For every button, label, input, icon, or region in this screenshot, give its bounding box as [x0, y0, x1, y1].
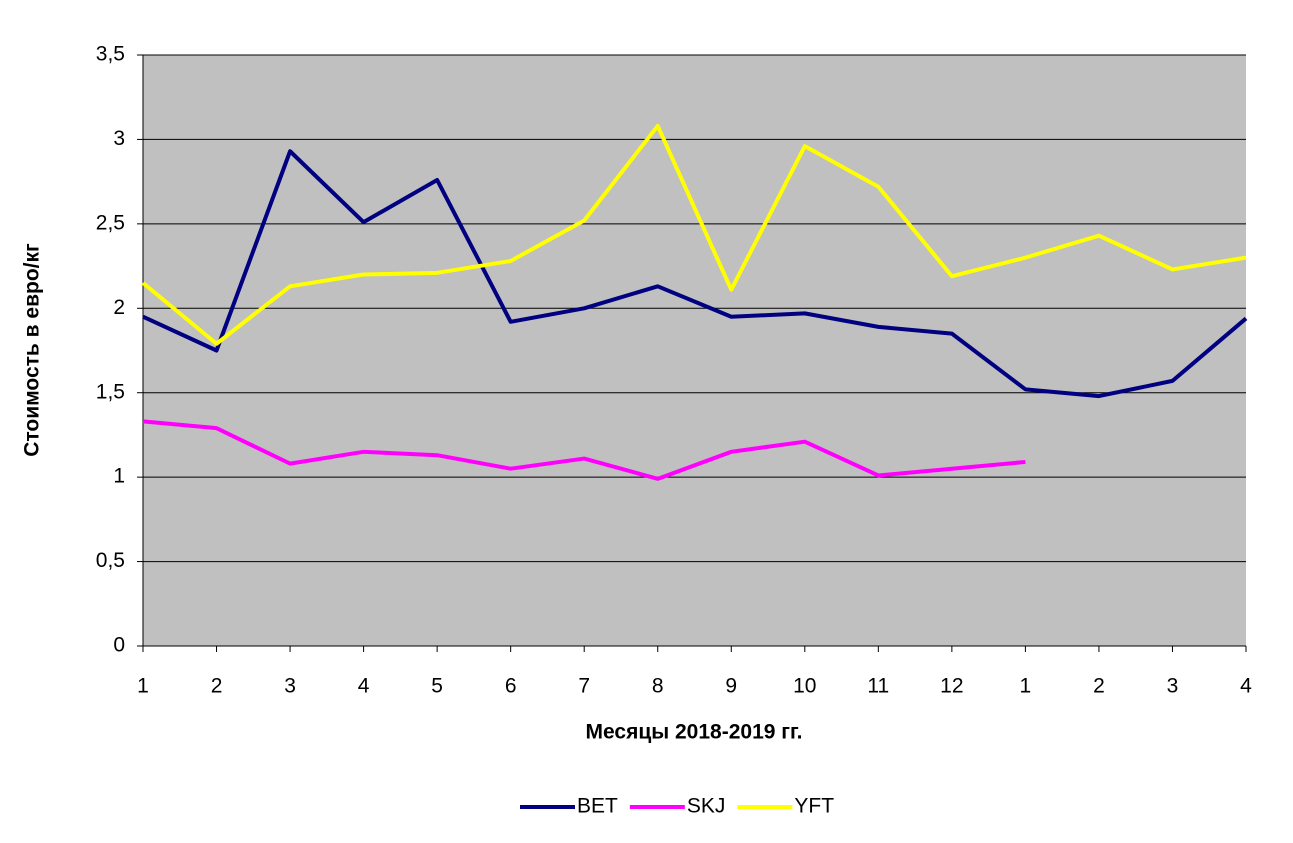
x-axis-title: Месяцы 2018-2019 гг. [586, 721, 803, 744]
x-tick-label: 4 [358, 675, 370, 698]
x-tick-label: 2 [1093, 675, 1105, 698]
x-tick-label: 1 [137, 675, 149, 698]
y-tick-label: 1,5 [96, 380, 125, 403]
y-tick-label: 2,5 [96, 211, 125, 234]
x-tick-label: 3 [1167, 675, 1179, 698]
legend-label: SKJ [687, 795, 726, 818]
x-tick-label: 1 [1020, 675, 1032, 698]
x-tick-label: 11 [867, 675, 889, 698]
legend-label: BET [577, 795, 618, 818]
x-tick-label: 10 [793, 675, 816, 698]
x-tick-label: 7 [578, 675, 590, 698]
x-tick-label: 6 [505, 675, 517, 698]
y-tick-label: 3,5 [96, 43, 125, 66]
x-tick-label: 5 [431, 675, 443, 698]
y-axis-title: Стоимость в евро/кг [21, 243, 44, 457]
y-tick-label: 0,5 [96, 549, 125, 572]
series-line [141, 123, 1247, 346]
y-tick-label: 1 [113, 465, 125, 488]
x-tick-label: 9 [725, 675, 737, 698]
plot-area [143, 55, 1246, 646]
series-line [142, 149, 1248, 399]
x-tick-label: 3 [284, 675, 296, 698]
y-tick-label: 3 [113, 127, 125, 150]
x-tick-label: 8 [652, 675, 664, 698]
x-tick-label: 2 [211, 675, 223, 698]
y-tick-label: 0 [113, 634, 125, 657]
legend-label: YFT [794, 795, 834, 818]
series-line [142, 419, 1026, 481]
x-tick-label: 4 [1240, 675, 1252, 698]
y-tick-label: 2 [113, 296, 125, 319]
x-tick-label: 12 [940, 675, 963, 698]
